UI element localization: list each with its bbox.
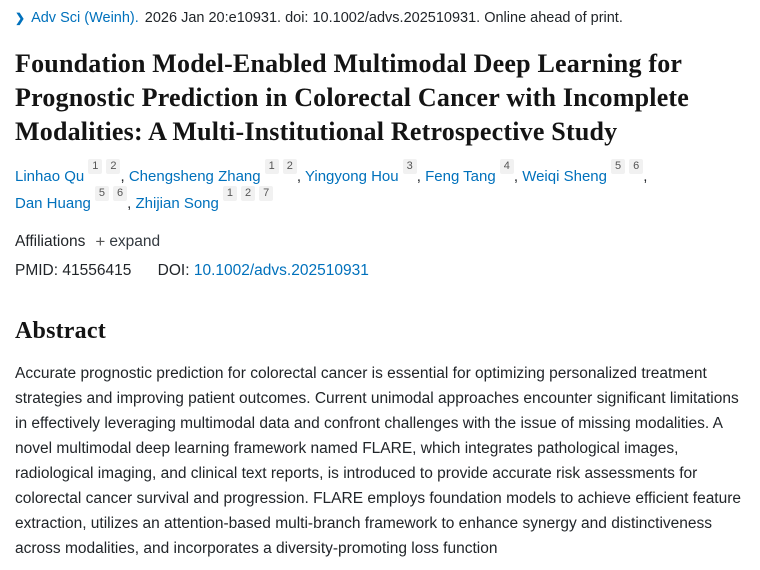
author-affiliation-superscript[interactable]: 2 <box>282 159 297 174</box>
author-affiliation-superscript[interactable]: 2 <box>106 159 121 174</box>
author-link[interactable]: Feng Tang <box>425 168 496 185</box>
authors-list: Linhao Qu1 2, Chengsheng Zhang1 2, Yingyon… <box>15 159 715 217</box>
author-affiliation-superscript[interactable]: 5 <box>610 159 626 174</box>
chevron-right-icon[interactable]: ❯ <box>15 11 26 25</box>
journal-link[interactable]: Adv Sci (Weinh). <box>31 10 139 26</box>
author-link[interactable]: Dan Huang <box>15 195 91 212</box>
journal-citation: ❯ Adv Sci (Weinh). 2026 Jan 20:e10931. d… <box>15 8 746 28</box>
author-entry: Weiqi Sheng5 6 <box>522 159 644 185</box>
author-separator: , <box>513 168 523 185</box>
author-separator: , <box>127 195 136 212</box>
author-entry: Linhao Qu1 2 <box>15 159 121 185</box>
author-link[interactable]: Weiqi Sheng <box>522 168 607 185</box>
author-affiliation-superscript[interactable]: 1 <box>222 186 237 201</box>
pmid-label: PMID: <box>15 262 59 279</box>
author-separator: , <box>643 168 648 185</box>
author-affiliation-superscript[interactable]: 5 <box>94 186 110 201</box>
affiliations-label: Affiliations <box>15 233 86 250</box>
author-link[interactable]: Yingyong Hou <box>304 168 399 185</box>
abstract-text: Accurate prognostic prediction for color… <box>15 365 742 557</box>
author-entry: Chengsheng Zhang1 2 <box>128 159 297 185</box>
author-affiliation-superscript[interactable]: 4 <box>499 159 514 174</box>
doi-link[interactable]: 10.1002/advs.202510931 <box>193 262 369 279</box>
author-separator: , <box>416 168 426 185</box>
author-affiliation-superscript[interactable]: 6 <box>629 159 644 174</box>
author-affiliation-superscript[interactable]: 1 <box>264 159 279 174</box>
expand-label: expand <box>109 233 161 250</box>
author-affiliation-superscript[interactable]: 7 <box>259 186 274 201</box>
citation-details: 2026 Jan 20:e10931. doi: 10.1002/advs.20… <box>144 10 623 26</box>
abstract-heading: Abstract <box>15 318 106 344</box>
author-entry: Yingyong Hou3 <box>304 159 417 185</box>
article-title: Foundation Model-Enabled Multimodal Deep… <box>15 49 690 146</box>
author-affiliation-superscript[interactable]: 1 <box>88 159 103 174</box>
author-entry: Zhijian Song1 2 7 <box>135 186 274 212</box>
author-affiliation-superscript[interactable]: 6 <box>113 186 128 201</box>
plus-icon: + <box>95 232 106 251</box>
affiliations-expand-button[interactable]: + expand <box>95 232 160 252</box>
author-separator: , <box>296 168 305 185</box>
author-link[interactable]: Chengsheng Zhang <box>128 168 261 185</box>
affiliations-row: Affiliations + expand <box>15 232 746 252</box>
author-affiliation-superscript[interactable]: 3 <box>402 159 417 174</box>
pmid-value: 41556415 <box>62 262 132 279</box>
author-link[interactable]: Linhao Qu <box>15 168 85 185</box>
author-separator: , <box>120 168 129 185</box>
author-link[interactable]: Zhijian Song <box>135 195 219 212</box>
author-entry: Feng Tang4 <box>425 159 514 185</box>
doi-label: DOI: <box>157 262 190 279</box>
author-entry: Dan Huang5 6 <box>15 186 128 212</box>
author-affiliation-superscript[interactable]: 2 <box>241 186 256 201</box>
identifiers-row: PMID: 41556415 DOI: 10.1002/advs.2025109… <box>15 262 746 280</box>
